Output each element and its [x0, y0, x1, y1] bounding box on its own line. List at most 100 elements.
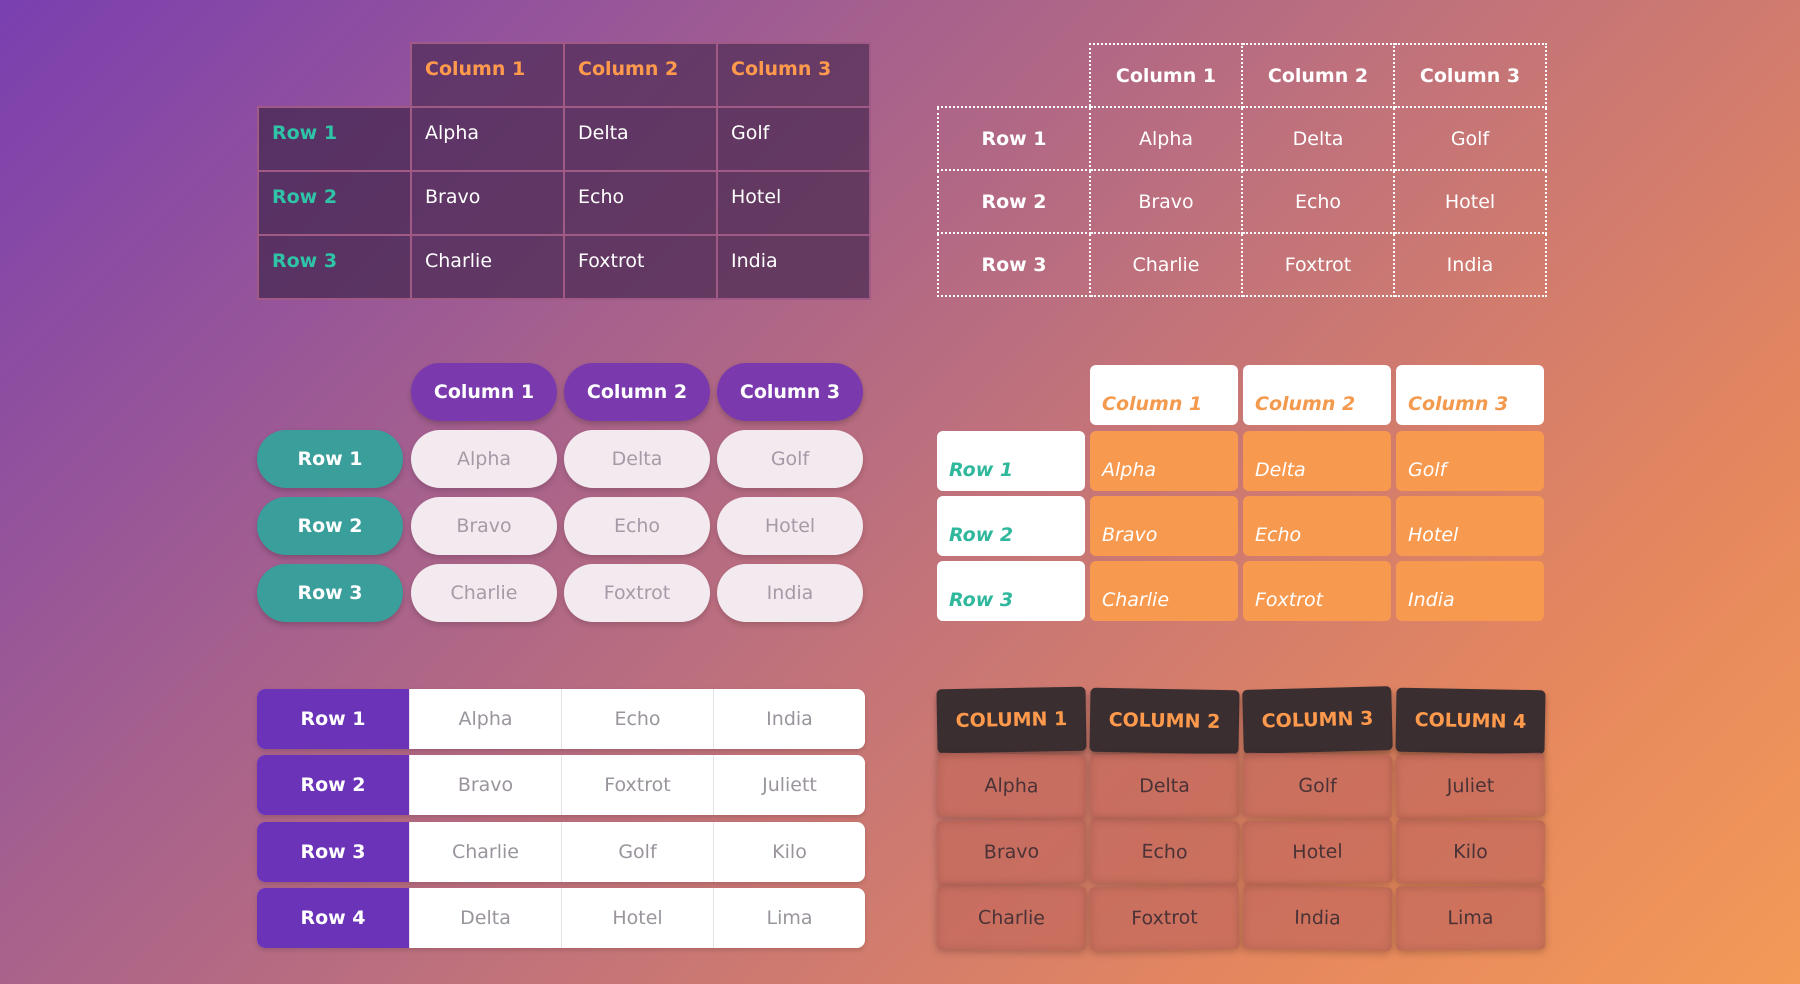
row-header: Row 2 [257, 170, 412, 236]
table-cell: Charlie [410, 234, 565, 300]
table-cell: Bravo [409, 755, 561, 815]
table-cell: Juliet [1395, 752, 1546, 820]
table-cell: Alpha [409, 689, 561, 749]
table-cell: Foxtrot [1241, 232, 1395, 297]
table-cell: Charlie [936, 885, 1087, 951]
table-row: Row 1 Alpha Delta Golf [937, 106, 1547, 171]
table-cell: Hotel [716, 170, 871, 236]
column-header: Column 3 [717, 363, 863, 421]
table-cell: Delta [1241, 106, 1395, 171]
table-cell: Lima [713, 888, 865, 948]
column-header: Column 1 [1090, 365, 1238, 425]
column-header: Column 4 [1395, 687, 1546, 755]
column-header: Column 3 [1242, 686, 1393, 754]
table-cell: Echo [1241, 169, 1395, 234]
row-header: Row 2 [937, 496, 1085, 556]
table-cell: India [1393, 232, 1547, 297]
row-header: Row 2 [937, 169, 1091, 234]
column-header: Column 3 [716, 42, 871, 108]
table-cell: Golf [717, 430, 863, 488]
table-cell: India [1396, 561, 1544, 621]
header-row: Column 1 Column 2 Column 3 [258, 42, 871, 108]
table-row: Row 2 Bravo Foxtrot Juliett [257, 755, 865, 815]
table-row: Row 4 Delta Hotel Lima [257, 888, 865, 948]
table-row: Row 3 Charlie Foxtrot India [257, 234, 871, 300]
table-cell: Echo [564, 497, 710, 555]
column-header: Column 1 [411, 363, 557, 421]
table-cell: Echo [1243, 496, 1391, 556]
table-cell: Foxtrot [563, 234, 718, 300]
row-header: Row 1 [257, 106, 412, 172]
table-cell: Foxtrot [1243, 561, 1391, 621]
table-cell: India [713, 689, 865, 749]
table-cell: Foxtrot [561, 755, 713, 815]
table-cell: Echo [1089, 818, 1240, 886]
table-cell: Hotel [717, 497, 863, 555]
row-header: Row 1 [257, 430, 403, 488]
table-cell: Golf [1242, 752, 1393, 820]
table-cell: Foxtrot [564, 564, 710, 622]
table-cell: Golf [1396, 431, 1544, 491]
table-cell: Golf [561, 822, 713, 882]
table-cell: Alpha [410, 106, 565, 172]
corner-cell [258, 43, 411, 107]
dotted-table: Column 1 Column 2 Column 3 Row 1 Alpha D… [937, 43, 1547, 297]
table-row: Row 1 Alpha Delta Golf [257, 106, 871, 172]
row-header: Row 1 [257, 689, 409, 749]
table-cell: Alpha [1090, 431, 1238, 491]
row-header: Row 2 [257, 497, 403, 555]
row-header: Row 4 [257, 888, 409, 948]
table-cell: Foxtrot [1089, 884, 1240, 952]
table-cell: Charlie [411, 564, 557, 622]
table-cell: Lima [1395, 885, 1546, 951]
table-cell: Bravo [936, 818, 1087, 886]
row-header: Row 3 [257, 822, 409, 882]
table-row: Row 3 Charlie Golf Kilo [257, 822, 865, 882]
dark-table: Column 1 Column 2 Column 3 Row 1 Alpha D… [257, 42, 871, 300]
column-header: Column 1 [936, 686, 1087, 754]
table-cell: India [1242, 884, 1393, 952]
table-cell: Alpha [411, 430, 557, 488]
corner-cell [938, 44, 1090, 108]
row-header: Row 3 [257, 234, 412, 300]
table-cell: Bravo [411, 497, 557, 555]
row-header: Row 3 [937, 561, 1085, 621]
table-cell: Charlie [1089, 232, 1243, 297]
column-header: Column 1 [410, 42, 565, 108]
table-cell: India [717, 564, 863, 622]
table-cell: Bravo [410, 170, 565, 236]
table-cell: Juliett [713, 755, 865, 815]
table-cell: Hotel [1393, 169, 1547, 234]
row-header: Row 3 [257, 564, 403, 622]
column-header: Column 2 [564, 363, 710, 421]
table-cell: India [716, 234, 871, 300]
table-cell: Delta [564, 430, 710, 488]
table-cell: Kilo [713, 822, 865, 882]
row-header: Row 2 [257, 755, 409, 815]
table-cell: Delta [1089, 753, 1240, 819]
column-header: Column 3 [1396, 365, 1544, 425]
table-cell: Echo [561, 689, 713, 749]
column-header: Column 3 [1393, 43, 1547, 108]
column-header: Column 2 [1089, 687, 1240, 755]
table-cell: Charlie [1090, 561, 1238, 621]
table-cell: Golf [716, 106, 871, 172]
column-header: Column 2 [1243, 365, 1391, 425]
row-header: Row 1 [937, 106, 1091, 171]
table-cell: Delta [1243, 431, 1391, 491]
table-cell: Hotel [1396, 496, 1544, 556]
table-cell: Kilo [1395, 819, 1546, 885]
header-row: Column 1 Column 2 Column 3 [938, 43, 1547, 108]
table-row: Row 1 Alpha Echo India [257, 689, 865, 749]
table-row: Row 2 Bravo Echo Hotel [937, 169, 1547, 234]
table-cell: Hotel [561, 888, 713, 948]
table-row: Row 2 Bravo Echo Hotel [257, 170, 871, 236]
table-cell: Bravo [1090, 496, 1238, 556]
table-cell: Charlie [409, 822, 561, 882]
table-cell: Golf [1393, 106, 1547, 171]
table-cell: Delta [409, 888, 561, 948]
table-cell: Echo [563, 170, 718, 236]
table-row: Row 3 Charlie Foxtrot India [937, 232, 1547, 297]
table-cell: Alpha [936, 752, 1087, 820]
row-header: Row 1 [937, 431, 1085, 491]
